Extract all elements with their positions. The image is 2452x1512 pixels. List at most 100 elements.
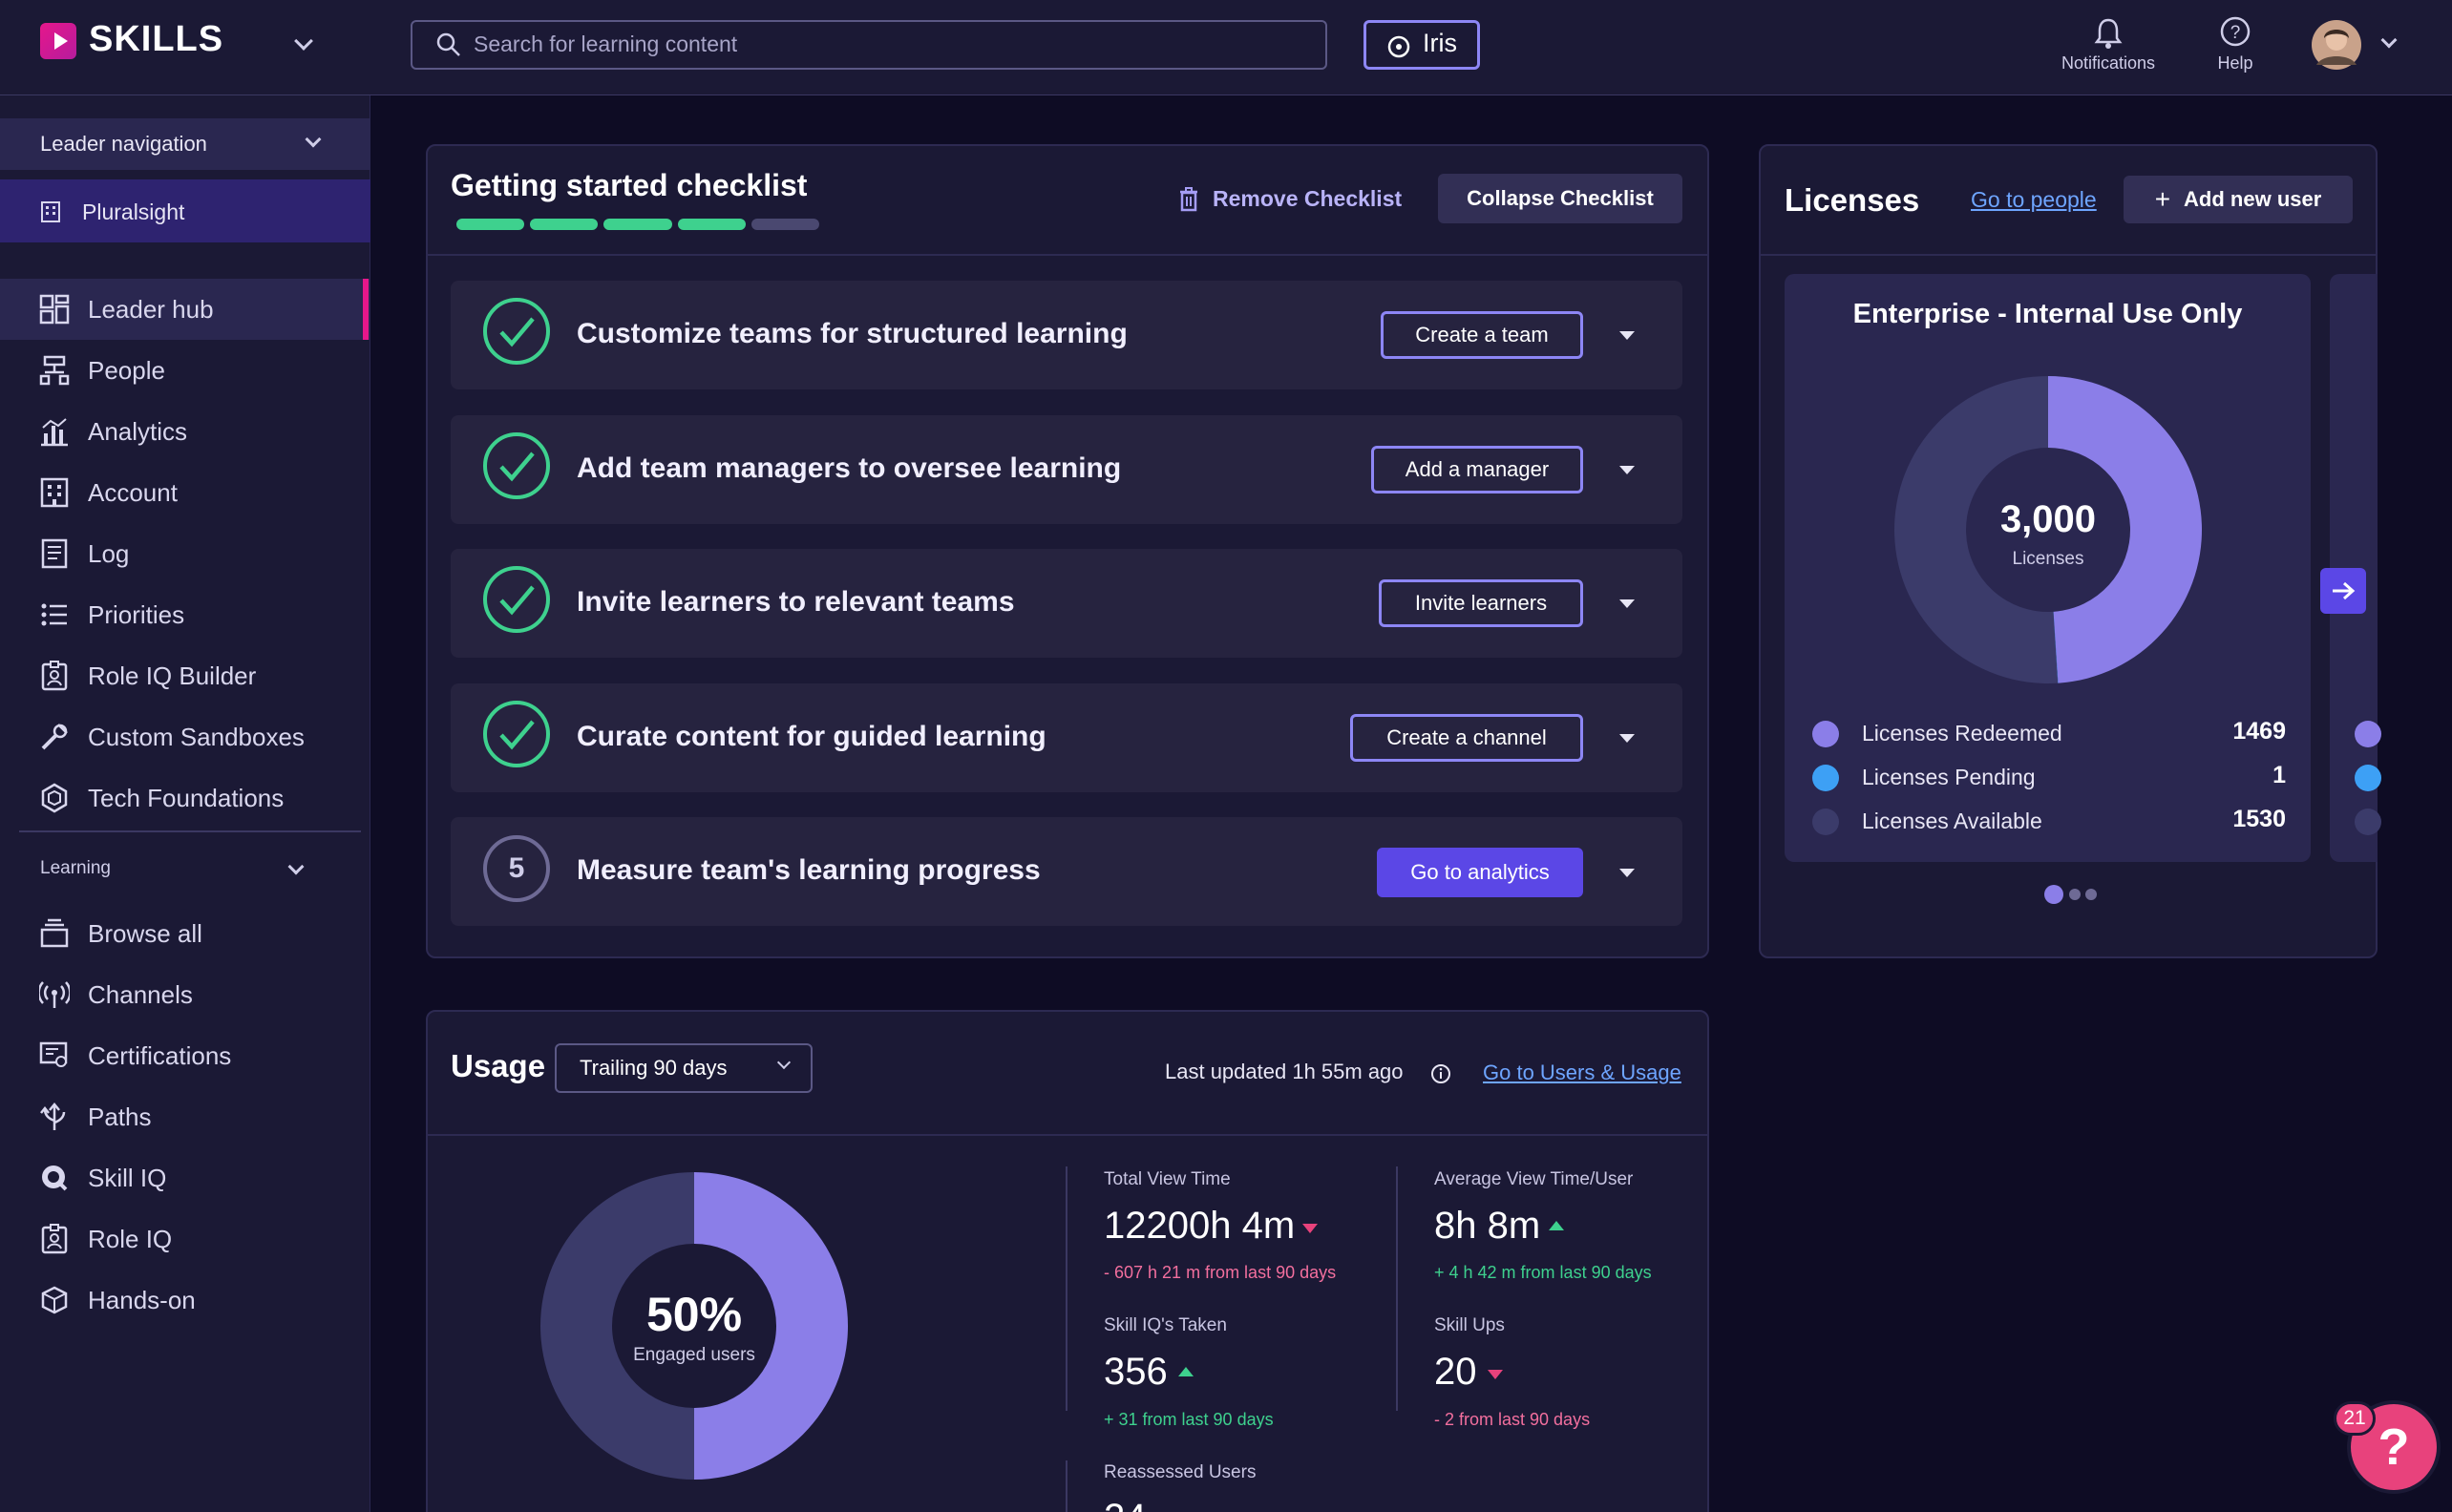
- sidebar-item-skill-iq[interactable]: Skill IQ: [38, 1159, 166, 1197]
- cube-icon: [38, 1284, 71, 1316]
- notifications-label[interactable]: Notifications: [2061, 53, 2156, 73]
- account-menu-chevron-icon[interactable]: [2380, 32, 2398, 49]
- sidebar-item-label: Log: [88, 538, 130, 568]
- sidebar-item-hands-on[interactable]: Hands-on: [38, 1281, 196, 1319]
- create-team-button[interactable]: Create a team: [1381, 311, 1583, 359]
- sidebar-item-custom-sandboxes[interactable]: Custom Sandboxes: [38, 718, 305, 756]
- stat-value: 24: [1104, 1497, 1147, 1512]
- skill-iq-icon: [38, 1162, 71, 1194]
- invite-learners-button[interactable]: Invite learners: [1379, 579, 1583, 627]
- sidebar-item-browse-all[interactable]: Browse all: [38, 914, 202, 953]
- stats-divider: [1396, 1315, 1398, 1411]
- leader-navigation-select[interactable]: [0, 118, 370, 170]
- check-circle-icon: [483, 566, 550, 633]
- sidebar-item-priorities[interactable]: Priorities: [38, 596, 184, 634]
- sidebar-item-account[interactable]: Account: [38, 473, 178, 512]
- search-input[interactable]: [411, 20, 1327, 70]
- iris-label: Iris: [1423, 29, 1457, 57]
- expand-caret-icon[interactable]: [1619, 599, 1635, 608]
- stat-label: Skill Ups: [1434, 1315, 1505, 1335]
- checklist-item-title: Customize teams for structured learning: [577, 318, 1128, 349]
- badge-icon: [38, 1223, 71, 1255]
- licenses-total-label: Licenses: [2012, 549, 2084, 569]
- org-chart-icon: [38, 354, 71, 387]
- building-icon: [41, 201, 60, 222]
- stat-label: Skill IQ's Taken: [1104, 1315, 1227, 1335]
- building-icon: [38, 476, 71, 509]
- check-circle-icon: [483, 432, 550, 499]
- legend-swatch-redeemed: [1812, 721, 1839, 747]
- sidebar-item-log[interactable]: Log: [38, 535, 129, 573]
- carousel-dot[interactable]: [2085, 889, 2097, 900]
- trend-down-icon: [1488, 1370, 1503, 1379]
- org-label: Pluralsight: [82, 200, 185, 224]
- engaged-label: Engaged users: [633, 1345, 755, 1365]
- licenses-total: 3,000: [1999, 498, 2097, 540]
- next-legend-swatch: [2355, 721, 2381, 747]
- expand-caret-icon[interactable]: [1619, 734, 1635, 743]
- avatar[interactable]: [2311, 19, 2362, 71]
- product-switcher-chevron-icon[interactable]: [294, 32, 313, 51]
- next-license-button[interactable]: [2320, 568, 2366, 614]
- sidebar-item-people[interactable]: People: [38, 351, 165, 389]
- expand-caret-icon[interactable]: [1619, 331, 1635, 340]
- create-channel-button[interactable]: Create a channel: [1350, 714, 1583, 762]
- engaged-percent: 50%: [645, 1288, 743, 1341]
- licenses-header-divider: [1761, 254, 2376, 256]
- hexagon-icon: [38, 782, 71, 814]
- stat-value: 8h 8m: [1434, 1205, 1541, 1247]
- active-nav-indicator: [363, 279, 369, 340]
- stat-delta: - 607 h 21 m from last 90 days: [1104, 1263, 1337, 1282]
- stat-value: 20: [1434, 1351, 1477, 1393]
- carousel-dot-active[interactable]: [2044, 885, 2063, 904]
- expand-caret-icon[interactable]: [1619, 869, 1635, 877]
- sidebar-item-analytics[interactable]: Analytics: [38, 412, 187, 451]
- period-select[interactable]: [555, 1043, 813, 1093]
- sidebar-item-role-iq-builder[interactable]: Role IQ Builder: [38, 657, 256, 695]
- sidebar-item-role-iq[interactable]: Role IQ: [38, 1220, 172, 1258]
- sidebar-item-label: Channels: [88, 979, 193, 1009]
- badge-icon: [38, 660, 71, 692]
- sidebar-item-label: Skill IQ: [88, 1163, 167, 1192]
- last-updated-text: Last updated 1h 55m ago: [1165, 1060, 1404, 1083]
- app-logo-text[interactable]: SKILLS: [89, 19, 224, 59]
- bell-icon[interactable]: [2093, 17, 2124, 50]
- sidebar-item-channels[interactable]: Channels: [38, 976, 193, 1014]
- sidebar-item-tech-foundations[interactable]: Tech Foundations: [38, 779, 284, 817]
- trend-up-icon: [1549, 1221, 1564, 1230]
- wrench-icon: [38, 721, 71, 753]
- help-icon[interactable]: ?: [2219, 15, 2251, 48]
- remove-checklist-button[interactable]: Remove Checklist: [1213, 186, 1403, 211]
- sidebar-item-certifications[interactable]: Certifications: [38, 1037, 231, 1075]
- info-icon[interactable]: [1430, 1063, 1451, 1084]
- add-manager-button[interactable]: Add a manager: [1371, 446, 1583, 494]
- go-to-users-usage-link[interactable]: Go to Users & Usage: [1483, 1060, 1681, 1084]
- go-to-people-link[interactable]: Go to people: [1971, 187, 2097, 212]
- carousel-dot[interactable]: [2069, 889, 2081, 900]
- add-new-user-button[interactable]: + Add new user: [2124, 176, 2353, 223]
- license-plan-panel: [1785, 274, 2311, 862]
- stat-value: 12200h 4m: [1104, 1205, 1296, 1247]
- iris-button[interactable]: [1363, 20, 1480, 70]
- sidebar-divider: [19, 830, 361, 832]
- trend-down-icon: [1302, 1224, 1318, 1233]
- org-selector[interactable]: [0, 179, 370, 242]
- sidebar-item-paths[interactable]: Paths: [38, 1098, 152, 1136]
- leader-navigation-label: Leader navigation: [40, 132, 207, 156]
- stats-divider: [1066, 1166, 1067, 1373]
- learning-section-chevron-icon[interactable]: [287, 858, 305, 875]
- go-to-analytics-button[interactable]: Go to analytics: [1377, 848, 1583, 897]
- period-select-value: Trailing 90 days: [580, 1056, 728, 1080]
- sidebar-item-label: Custom Sandboxes: [88, 722, 305, 751]
- paths-icon: [38, 1101, 71, 1133]
- help-label[interactable]: Help: [2217, 53, 2253, 73]
- donut-slice-pending: [2053, 611, 2059, 683]
- stats-divider: [1066, 1315, 1067, 1411]
- stat-label: Total View Time: [1104, 1169, 1231, 1189]
- grid-icon: [38, 293, 71, 326]
- sidebar-item-leader-hub[interactable]: Leader hub: [38, 290, 214, 328]
- licenses-donut-chart: [1894, 376, 2202, 683]
- expand-caret-icon[interactable]: [1619, 466, 1635, 474]
- collapse-checklist-button[interactable]: Collapse Checklist: [1438, 174, 1682, 223]
- step-number-badge: 5: [483, 835, 550, 902]
